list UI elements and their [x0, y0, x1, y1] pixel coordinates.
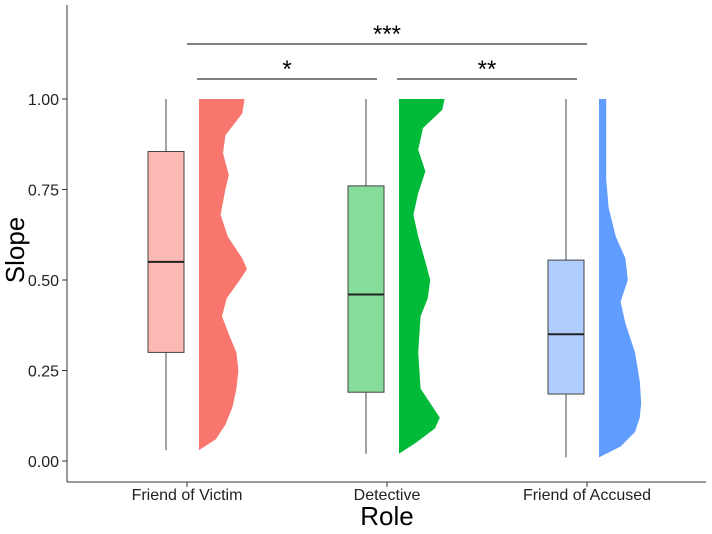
density-cloud-1 — [399, 99, 445, 454]
axes: 0.00 0.25 0.50 0.75 1.00 Friend of Victim Dete… — [28, 5, 706, 504]
x-axis-title: Role — [360, 501, 413, 531]
y-tick-label-4: 1.00 — [28, 92, 59, 109]
density-clouds — [199, 99, 642, 458]
sig-label-0: * — [282, 56, 291, 83]
density-cloud-0 — [199, 99, 247, 451]
sig-label-2: *** — [373, 21, 401, 48]
y-tick-label-3: 0.75 — [28, 183, 59, 200]
x-tick-label-1: Detective — [354, 487, 421, 504]
y-tick-label-0: 0.00 — [28, 454, 59, 471]
box-2 — [547, 259, 585, 395]
box-1 — [347, 185, 385, 393]
y-axis-title: Slope — [0, 217, 30, 284]
box-0 — [147, 150, 185, 353]
y-tick-label-2: 0.50 — [28, 273, 59, 290]
y-tick-label-1: 0.25 — [28, 364, 59, 381]
x-tick-label-2: Friend of Accused — [523, 487, 651, 504]
significance-brackets: * ***** — [187, 21, 587, 83]
sig-label-1: ** — [478, 56, 497, 83]
x-tick-label-0: Friend of Victim — [132, 487, 243, 504]
boxplots — [147, 99, 585, 458]
density-cloud-2 — [599, 99, 642, 458]
